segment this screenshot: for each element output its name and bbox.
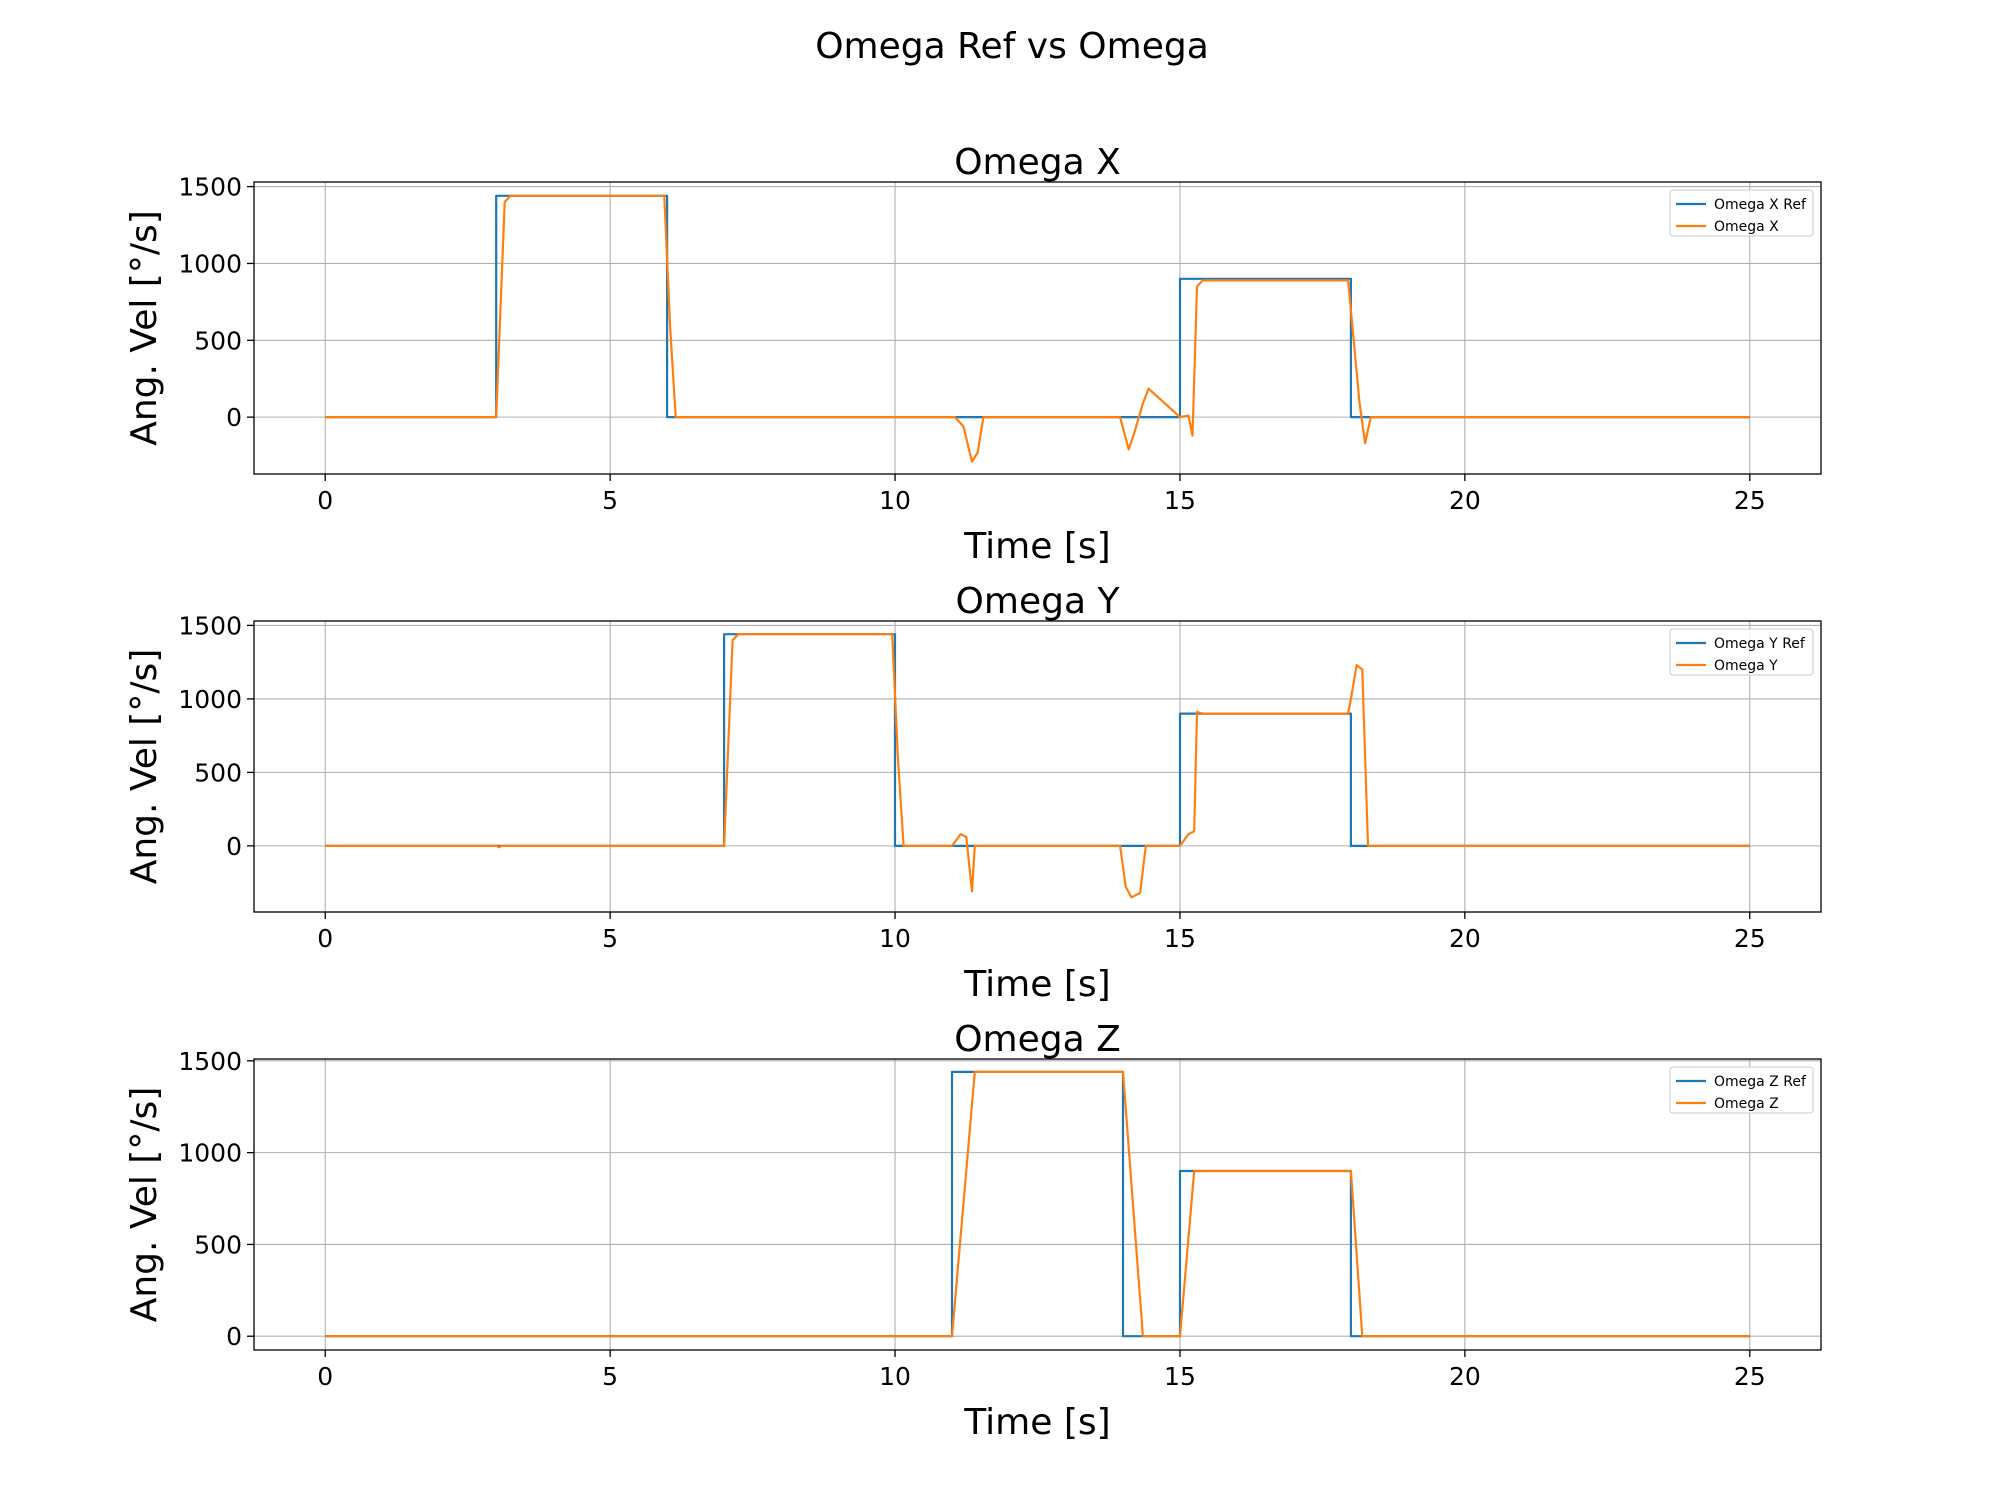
legend-entry-label: Omega X (1714, 219, 1779, 235)
subplot-omega-x: 0 5 10 15 20 25 0 500 1000 1500 Omega X Time [s] Ang… (124, 142, 1822, 567)
legend-box (1669, 628, 1814, 676)
y-tick-label: 500 (194, 326, 242, 355)
legend-entry-label: Omega X Ref (1714, 197, 1807, 213)
series-group (325, 194, 1750, 463)
subplot-omega-y: 0 5 10 15 20 25 0 500 1000 1500 Omega Y Time [s] Ang… (124, 581, 1822, 1005)
grid (254, 182, 1821, 474)
x-tick-label: 0 (317, 486, 333, 515)
y-tick-label: 0 (226, 403, 242, 432)
series-group (325, 1070, 1750, 1338)
y-axis-label: Ang. Vel [°/s] (124, 210, 165, 446)
legend-entry-label: Omega Y (1714, 658, 1778, 674)
x-tick-label: 20 (1449, 486, 1481, 515)
x-axis-label: Time [s] (963, 1402, 1110, 1443)
x-tick-label: 15 (1164, 486, 1196, 515)
y-tick-label: 500 (194, 1230, 242, 1259)
y-tick-label: 1500 (178, 611, 242, 640)
y-tick-label: 1000 (178, 1139, 242, 1168)
y-tick-label: 0 (226, 832, 242, 861)
grid (254, 1059, 1821, 1350)
y-tick-label: 1000 (178, 685, 242, 714)
x-tick-label: 15 (1164, 1362, 1196, 1391)
legend-entry-label: Omega Y Ref (1714, 636, 1806, 652)
x-tick-label: 5 (602, 924, 618, 953)
x-axis-label: Time [s] (963, 964, 1110, 1005)
series-line-omega-y-ref (325, 633, 1750, 848)
axes-frame (253, 1058, 1822, 1351)
x-tick-label: 5 (602, 486, 618, 515)
x-tick-label: 25 (1734, 924, 1766, 953)
x-axis-label: Time [s] (963, 526, 1110, 567)
series-line-omega-x-ref (325, 194, 1750, 419)
legend: Omega Z Ref Omega Z (1669, 1066, 1814, 1114)
legend: Omega Y Ref Omega Y (1669, 628, 1814, 676)
x-tick-label: 10 (879, 924, 911, 953)
x-tick-label: 20 (1449, 924, 1481, 953)
series-line-omega-y (325, 633, 1750, 899)
legend-box (1669, 1066, 1814, 1114)
figure-suptitle: Omega Ref vs Omega (815, 26, 1209, 67)
x-tick-label: 0 (317, 1362, 333, 1391)
y-tick-label: 500 (194, 758, 242, 787)
x-tick-label: 10 (879, 486, 911, 515)
x-tick-label: 5 (602, 1362, 618, 1391)
legend: Omega X Ref Omega X (1669, 189, 1814, 237)
y-tick-label: 1500 (178, 1047, 242, 1076)
subplot-title: Omega Y (956, 581, 1121, 622)
series-line-omega-z-ref (325, 1070, 1750, 1338)
series-group (325, 633, 1750, 899)
x-tick-label: 15 (1164, 924, 1196, 953)
y-axis-label: Ang. Vel [°/s] (124, 1087, 165, 1323)
legend-entry-label: Omega Z (1714, 1096, 1779, 1112)
x-tick-label: 20 (1449, 1362, 1481, 1391)
subplot-title: Omega X (954, 142, 1121, 183)
x-tick-label: 0 (317, 924, 333, 953)
y-tick-label: 1500 (178, 173, 242, 202)
y-axis-label: Ang. Vel [°/s] (124, 649, 165, 885)
series-line-omega-x (325, 194, 1750, 463)
axes-frame (253, 620, 1822, 913)
y-tick-label: 1000 (178, 249, 242, 278)
subplot-omega-z: 0 5 10 15 20 25 0 500 1000 1500 Omega Z Time [s] Ang… (124, 1019, 1822, 1443)
y-tick-label: 0 (226, 1322, 242, 1351)
grid (254, 621, 1821, 912)
subplot-title: Omega Z (954, 1019, 1121, 1060)
series-line-omega-z (325, 1070, 1750, 1338)
x-tick-label: 25 (1734, 486, 1766, 515)
x-tick-label: 10 (879, 1362, 911, 1391)
legend-entry-label: Omega Z Ref (1714, 1074, 1807, 1090)
axes-frame (253, 181, 1822, 475)
x-tick-label: 25 (1734, 1362, 1766, 1391)
legend-box (1669, 189, 1814, 237)
